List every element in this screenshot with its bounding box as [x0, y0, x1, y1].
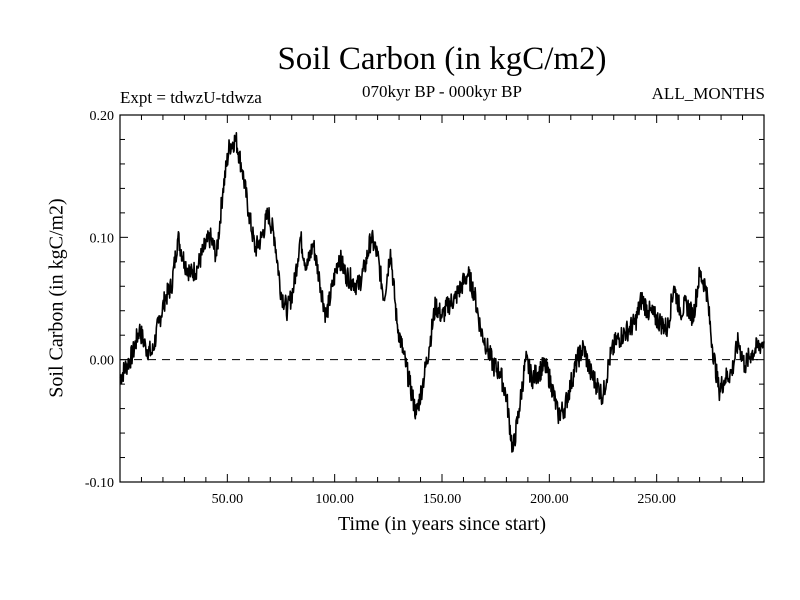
- x-tick-label: 150.00: [423, 492, 462, 507]
- y-tick-label: 0.20: [90, 109, 115, 124]
- soil-carbon-series-line: [119, 132, 765, 453]
- plot-frame: [119, 114, 765, 483]
- chart-title: Soil Carbon (in kgC/m2): [277, 41, 607, 77]
- x-tick-label: 250.00: [637, 492, 676, 507]
- x-tick-label: 100.00: [315, 492, 354, 507]
- x-tick-labels: 50.00 100.00 150.00 200.00 250.00: [212, 492, 676, 507]
- y-tick-label: -0.10: [85, 476, 114, 491]
- period-label: 070kyr BP - 000kyr BP: [362, 82, 522, 101]
- experiment-label: Expt = tdwzU-tdwza: [120, 88, 262, 107]
- x-axis-label: Time (in years since start): [337, 513, 547, 535]
- x-tick-label: 50.00: [212, 492, 244, 507]
- x-tick-label: 200.00: [530, 492, 569, 507]
- season-label: ALL_MONTHS: [651, 84, 765, 103]
- y-tick-label: 0.10: [90, 231, 115, 246]
- y-tick-labels: -0.10 0.00 0.10 0.20: [85, 109, 114, 491]
- y-tick-label: 0.00: [90, 354, 115, 369]
- axis-ticks: [120, 115, 764, 482]
